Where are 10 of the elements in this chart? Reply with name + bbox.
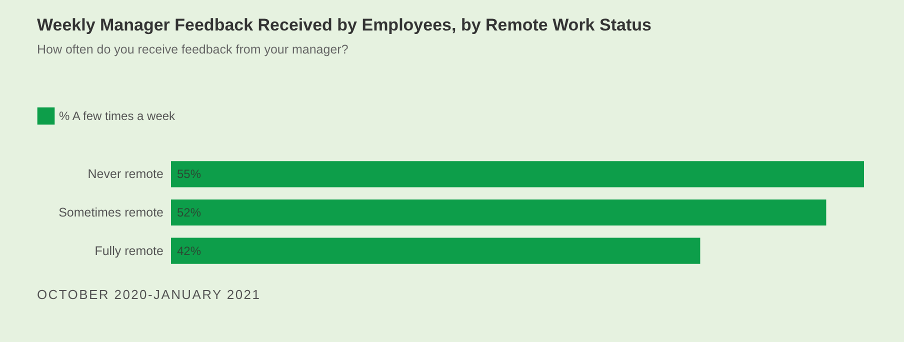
y-tick-label: Never remote [88, 167, 164, 182]
text: OCTOBER 2020-JANUARY 2021 [37, 287, 261, 302]
legend-label: % A few times a week [59, 109, 176, 123]
y-tick-label: Sometimes remote [58, 206, 164, 220]
data-label: 42% [177, 244, 202, 258]
chart-subtitle: How often do you receive feedback from your manager? [37, 42, 348, 56]
data-label: 55% [177, 167, 202, 182]
y-tick-label: Fully remote [94, 244, 164, 258]
data-label: 52% [177, 206, 202, 220]
chart-title: Weekly Manager Feedback Received by Employees, by Remote Work Status [37, 16, 652, 34]
